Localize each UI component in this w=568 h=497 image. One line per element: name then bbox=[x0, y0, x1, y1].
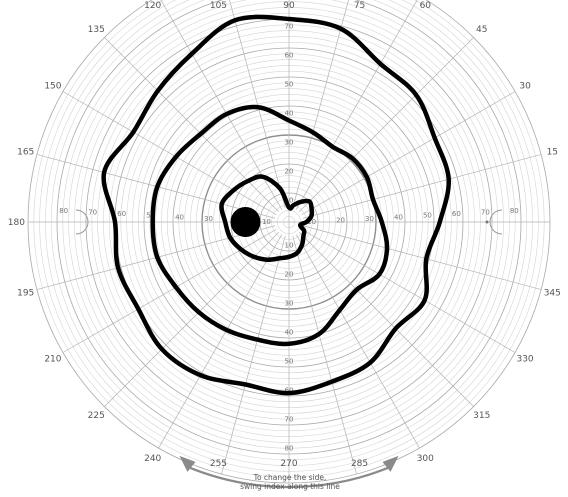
ring-label-0-40: 40 bbox=[394, 213, 403, 221]
meridian-label-315: 315 bbox=[473, 411, 490, 421]
meridian-line-15 bbox=[302, 154, 542, 219]
swing-arc bbox=[185, 464, 393, 489]
meridian-line-345 bbox=[302, 225, 542, 290]
ring-label-270-10: 10 bbox=[285, 242, 294, 250]
ring-label-0-60: 60 bbox=[452, 210, 461, 218]
meridian-labels: 15 30 45 60 75 90 105 120 135 150 165 180 195 210 225 2… bbox=[8, 1, 561, 469]
meridian-line-105 bbox=[229, 0, 286, 209]
ring-label-90-20: 20 bbox=[285, 167, 294, 175]
meridian-line-240 bbox=[158, 234, 283, 449]
ring-label-270-70: 70 bbox=[285, 416, 294, 424]
ring-label-180-80: 80 bbox=[59, 207, 68, 215]
meridian-line-225 bbox=[104, 232, 279, 407]
ring-label-270-50: 50 bbox=[285, 358, 294, 366]
ring-label-180-10: 10 bbox=[262, 218, 271, 226]
meridian-label-165: 165 bbox=[17, 147, 34, 157]
ring-label-90-30: 30 bbox=[285, 138, 294, 146]
meridian-label-210: 210 bbox=[44, 354, 61, 364]
fixation-dot bbox=[485, 220, 489, 224]
meridian-label-225: 225 bbox=[88, 411, 105, 421]
isopter-outer bbox=[101, 14, 451, 396]
chart-extras bbox=[75, 207, 503, 489]
meridian-label-180: 180 bbox=[8, 218, 25, 228]
meridian-label-300: 300 bbox=[417, 454, 434, 464]
meridian-label-90: 90 bbox=[283, 1, 295, 11]
meridian-lines bbox=[28, 0, 550, 483]
meridian-label-270: 270 bbox=[280, 459, 297, 469]
right-index-mark bbox=[489, 209, 503, 235]
swing-arrow-right bbox=[382, 455, 399, 472]
ring-label-270-60: 60 bbox=[285, 387, 294, 395]
ring-label-180-60: 60 bbox=[117, 210, 126, 218]
ring-label-90-80: 80 bbox=[285, 0, 294, 1]
ring-label-270-30: 30 bbox=[285, 300, 294, 308]
isopters bbox=[101, 14, 451, 396]
meridian-line-150 bbox=[62, 91, 277, 216]
ring-label-90-70: 70 bbox=[285, 22, 294, 30]
left-index-mark bbox=[75, 209, 89, 235]
ring-label-90-10: 10 bbox=[285, 196, 294, 204]
meridian-line-285 bbox=[292, 235, 357, 475]
ring-label-270-80: 80 bbox=[285, 445, 294, 453]
meridian-label-240: 240 bbox=[144, 454, 161, 464]
meridian-label-120: 120 bbox=[144, 1, 161, 11]
ring-label-180-70: 70 bbox=[88, 209, 97, 217]
ring-label-0-50: 50 bbox=[423, 212, 432, 220]
meridian-label-105: 105 bbox=[210, 1, 227, 11]
isopter-inner bbox=[219, 174, 315, 262]
meridian-label-255: 255 bbox=[210, 459, 227, 469]
meridian-line-60 bbox=[295, 0, 418, 210]
ring-label-180-30: 30 bbox=[204, 215, 213, 223]
swing-note-line-1: To change the side, bbox=[253, 473, 327, 482]
meridian-line-120 bbox=[160, 0, 283, 210]
ring-label-270-20: 20 bbox=[285, 271, 294, 279]
blind-spot bbox=[230, 207, 261, 237]
ring-label-0-70: 70 bbox=[481, 209, 490, 217]
meridian-label-150: 150 bbox=[44, 82, 61, 92]
ring-label-90-50: 50 bbox=[285, 80, 294, 88]
ring-label-180-40: 40 bbox=[175, 213, 184, 221]
meridian-line-135 bbox=[104, 37, 279, 212]
swing-note-line-2: swing index along this line bbox=[240, 482, 340, 491]
ring-label-90-40: 40 bbox=[285, 109, 294, 117]
meridian-label-75: 75 bbox=[354, 1, 365, 11]
ring-label-270-40: 40 bbox=[285, 329, 294, 337]
meridian-label-135: 135 bbox=[88, 25, 105, 35]
meridian-line-45 bbox=[299, 37, 474, 212]
ring-label-0-30: 30 bbox=[365, 215, 374, 223]
meridian-label-60: 60 bbox=[420, 1, 432, 11]
meridian-line-30 bbox=[301, 91, 516, 216]
meridian-line-75 bbox=[292, 0, 349, 209]
ring-label-0-80: 80 bbox=[510, 207, 519, 215]
swing-arrow-left bbox=[179, 455, 196, 472]
meridian-line-315 bbox=[299, 232, 474, 407]
ring-label-0-20: 20 bbox=[336, 216, 345, 224]
meridian-label-15: 15 bbox=[547, 147, 558, 157]
isopter-middle bbox=[150, 104, 390, 347]
ring-label-0-10: 10 bbox=[307, 218, 316, 226]
meridian-line-300 bbox=[295, 234, 420, 449]
meridian-label-330: 330 bbox=[516, 354, 533, 364]
meridian-label-285: 285 bbox=[351, 459, 368, 469]
meridian-label-345: 345 bbox=[544, 289, 561, 299]
meridian-line-330 bbox=[301, 228, 516, 353]
meridian-label-30: 30 bbox=[519, 82, 531, 92]
meridian-label-195: 195 bbox=[17, 289, 34, 299]
ring-label-90-60: 60 bbox=[285, 51, 294, 59]
meridian-line-255 bbox=[221, 235, 286, 475]
meridian-label-45: 45 bbox=[476, 25, 487, 35]
